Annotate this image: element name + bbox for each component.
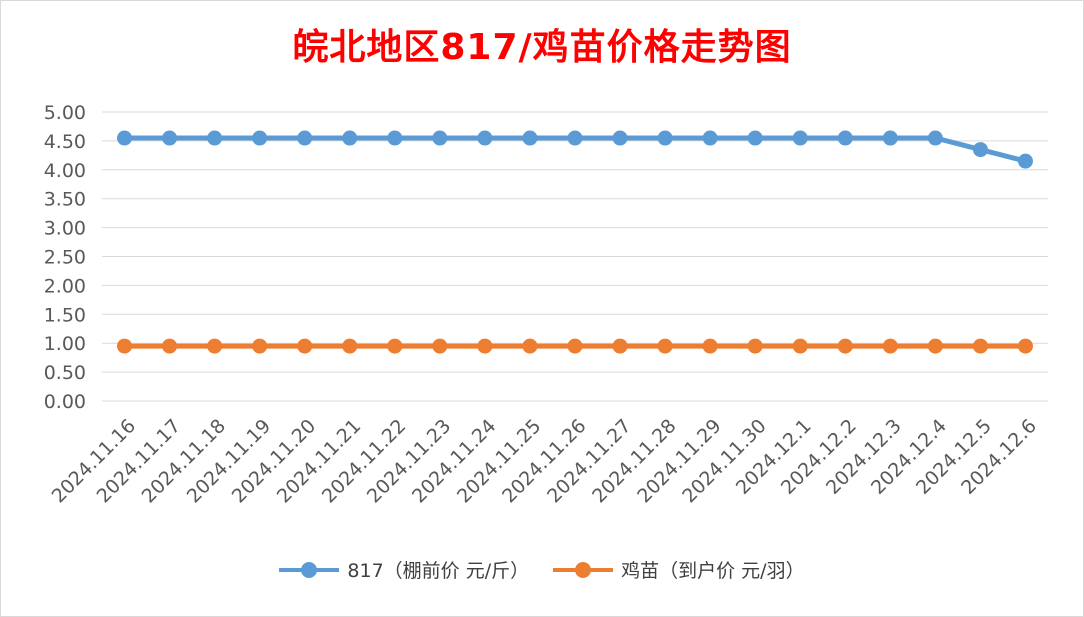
series-1-point-7 (432, 338, 448, 354)
series-0-point-18 (927, 130, 943, 146)
series-1-point-13 (702, 338, 718, 354)
series-1-point-4 (297, 338, 313, 354)
series-1-point-17 (882, 338, 898, 354)
series-1-point-5 (342, 338, 358, 354)
series-0-point-13 (702, 130, 718, 146)
series-1-point-20 (1017, 338, 1033, 354)
series-0-point-10 (567, 130, 583, 146)
series-1-point-6 (387, 338, 403, 354)
series-1-point-14 (747, 338, 763, 354)
series-1-point-12 (657, 338, 673, 354)
series-0-point-1 (162, 130, 178, 146)
series-0-point-12 (657, 130, 673, 146)
legend-swatch-chick (553, 557, 614, 583)
y-tick-label: 1.00 (44, 333, 86, 355)
series-1-point-10 (567, 338, 583, 354)
series-1-point-19 (972, 338, 988, 354)
series-1-point-15 (792, 338, 808, 354)
y-tick-label: 2.00 (44, 275, 86, 297)
series-0-point-14 (747, 130, 763, 146)
legend-label-817: 817（棚前价 元/斤） (347, 560, 530, 582)
chart-title: 皖北地区817/鸡苗价格走势图 (292, 27, 792, 68)
y-tick-label: 4.00 (44, 160, 86, 182)
series-0-point-15 (792, 130, 808, 146)
series-0-point-9 (522, 130, 538, 146)
legend-item-chick: 鸡苗（到户价 元/羽） (553, 556, 805, 583)
series-1-point-16 (837, 338, 853, 354)
y-tick-label: 3.00 (44, 218, 86, 240)
y-tick-label: 0.50 (44, 362, 86, 384)
series-1-point-8 (477, 338, 493, 354)
series-0-point-2 (207, 130, 223, 146)
series-0-point-4 (297, 130, 313, 146)
series-0-point-6 (387, 130, 403, 146)
series-1-point-0 (117, 338, 133, 354)
series-1-point-3 (252, 338, 268, 354)
y-tick-label: 5.00 (44, 102, 86, 124)
series-1-point-11 (612, 338, 628, 354)
series-1-point-1 (162, 338, 178, 354)
series-1-point-9 (522, 338, 538, 354)
series-0-point-19 (972, 142, 988, 158)
series-0-point-20 (1017, 153, 1033, 169)
series-0-point-16 (837, 130, 853, 146)
legend-swatch-817 (279, 557, 340, 583)
legend-item-817: 817（棚前价 元/斤） (279, 556, 529, 583)
series-0-point-17 (882, 130, 898, 146)
series-1-point-2 (207, 338, 223, 354)
y-tick-label: 1.50 (44, 304, 86, 326)
y-tick-label: 4.50 (44, 131, 86, 153)
series-0-point-11 (612, 130, 628, 146)
y-tick-label: 0.00 (44, 391, 86, 413)
series-0-point-3 (252, 130, 268, 146)
series-0-point-5 (342, 130, 358, 146)
chart-legend: 817（棚前价 元/斤） 鸡苗（到户价 元/羽） (0, 556, 1084, 583)
series-0-point-7 (432, 130, 448, 146)
y-tick-label: 2.50 (44, 247, 86, 269)
legend-label-chick: 鸡苗（到户价 元/羽） (621, 560, 805, 582)
series-0-point-0 (117, 130, 133, 146)
y-tick-label: 3.50 (44, 189, 86, 211)
series-0-point-8 (477, 130, 493, 146)
series-1-point-18 (927, 338, 943, 354)
